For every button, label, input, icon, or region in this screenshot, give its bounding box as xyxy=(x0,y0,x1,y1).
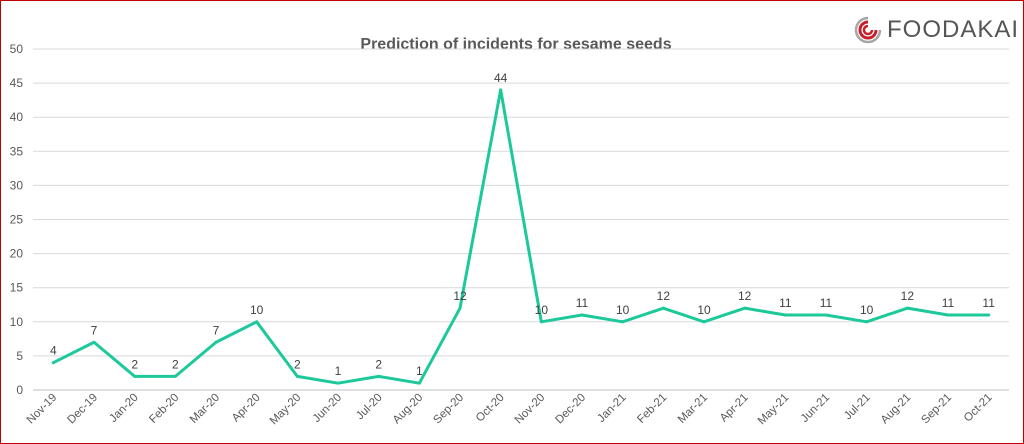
data-point xyxy=(702,320,706,324)
y-tick-label: 20 xyxy=(10,247,24,261)
x-tick-label: Dec-19 xyxy=(65,392,100,427)
data-point xyxy=(946,313,950,317)
x-tick-label: Jan-21 xyxy=(595,392,628,425)
grid-lines xyxy=(33,48,1009,391)
data-label: 7 xyxy=(91,323,98,337)
data-point xyxy=(539,320,543,324)
y-tick-label: 15 xyxy=(10,281,24,295)
logo-mark-icon xyxy=(854,16,882,44)
y-tick-label: 25 xyxy=(10,213,24,227)
x-tick-label: Sep-21 xyxy=(919,392,954,427)
logo-text: FOODAKAI xyxy=(887,16,1020,43)
data-point xyxy=(824,313,828,317)
x-tick-label: Jul-21 xyxy=(842,392,873,423)
data-point xyxy=(499,88,503,92)
data-label: 7 xyxy=(213,323,220,337)
y-tick-label: 5 xyxy=(16,349,23,363)
x-tick-label: Apr-20 xyxy=(230,392,263,425)
x-tick-label: May-21 xyxy=(756,392,792,428)
data-label: 10 xyxy=(616,303,630,317)
data-label: 12 xyxy=(901,289,915,303)
data-point xyxy=(783,313,787,317)
y-tick-label: 35 xyxy=(10,144,24,158)
series-group xyxy=(51,88,991,385)
y-tick-label: 45 xyxy=(10,76,24,90)
x-tick-label: Feb-21 xyxy=(635,392,669,426)
data-label: 2 xyxy=(294,357,301,371)
x-tick-label: Aug-20 xyxy=(391,392,426,427)
x-tick-label: Mar-21 xyxy=(676,392,710,426)
x-tick-label: Nov-20 xyxy=(513,392,548,427)
data-label: 11 xyxy=(982,296,995,310)
data-point xyxy=(621,320,625,324)
x-tick-label: Jun-20 xyxy=(311,392,344,425)
data-point xyxy=(92,340,96,344)
data-point xyxy=(458,306,462,310)
data-label: 2 xyxy=(172,357,179,371)
data-point xyxy=(377,374,381,378)
y-tick-label: 50 xyxy=(10,42,24,56)
data-label: 2 xyxy=(131,357,138,371)
data-point xyxy=(336,381,340,385)
y-tick-label: 30 xyxy=(10,178,24,192)
y-tick-label: 10 xyxy=(10,315,24,329)
x-tick-label: Aug-21 xyxy=(879,392,914,427)
x-tick-label: Nov-19 xyxy=(25,392,60,427)
foodakai-logo: FOODAKAI xyxy=(853,15,1019,45)
data-point xyxy=(661,306,665,310)
y-axis-ticks: 0 5 10 15 20 25 30 35 40 45 50 xyxy=(10,42,24,397)
x-tick-label: Jul-20 xyxy=(354,392,385,423)
data-point xyxy=(580,313,584,317)
chart-title: Prediction of incidents for sesame seeds xyxy=(360,36,671,53)
data-point xyxy=(743,306,747,310)
x-tick-label: Feb-20 xyxy=(147,392,181,426)
x-tick-label: Jun-21 xyxy=(799,392,832,425)
data-point xyxy=(417,381,421,385)
data-point xyxy=(133,374,137,378)
data-label: 2 xyxy=(375,357,382,371)
x-tick-label: Jan-20 xyxy=(107,392,140,425)
x-tick-label: Oct-20 xyxy=(474,392,507,425)
data-label: 11 xyxy=(576,296,589,310)
data-label: 10 xyxy=(860,303,874,317)
data-point xyxy=(255,320,259,324)
x-tick-label: Apr-21 xyxy=(718,392,751,425)
data-point xyxy=(214,340,218,344)
data-label: 10 xyxy=(697,303,711,317)
data-point xyxy=(905,306,909,310)
x-axis-ticks: Nov-19 Dec-19 Jan-20 Feb-20 Mar-20 Apr-20 May-… xyxy=(25,392,995,428)
x-tick-label: Dec-20 xyxy=(553,392,588,427)
data-point xyxy=(295,374,299,378)
x-tick-label: Oct-21 xyxy=(962,392,995,425)
data-label: 10 xyxy=(250,303,264,317)
data-label: 4 xyxy=(50,344,57,358)
data-label: 12 xyxy=(453,289,467,303)
data-point xyxy=(173,374,177,378)
data-label: 1 xyxy=(335,364,342,378)
data-label: 11 xyxy=(820,296,833,310)
data-point xyxy=(865,320,869,324)
data-label: 12 xyxy=(738,289,752,303)
x-tick-label: Sep-20 xyxy=(431,392,466,427)
data-point xyxy=(51,361,55,365)
data-label: 1 xyxy=(416,364,423,378)
data-point xyxy=(987,313,991,317)
y-tick-label: 40 xyxy=(10,110,24,124)
y-tick-label: 0 xyxy=(16,383,23,397)
data-label: 11 xyxy=(942,296,955,310)
x-tick-label: May-20 xyxy=(268,392,304,428)
data-label: 10 xyxy=(535,303,549,317)
data-label: 44 xyxy=(494,71,508,85)
series-line xyxy=(51,88,991,385)
data-label: 12 xyxy=(657,289,671,303)
data-label: 11 xyxy=(779,296,792,310)
x-tick-label: Mar-20 xyxy=(188,392,222,426)
